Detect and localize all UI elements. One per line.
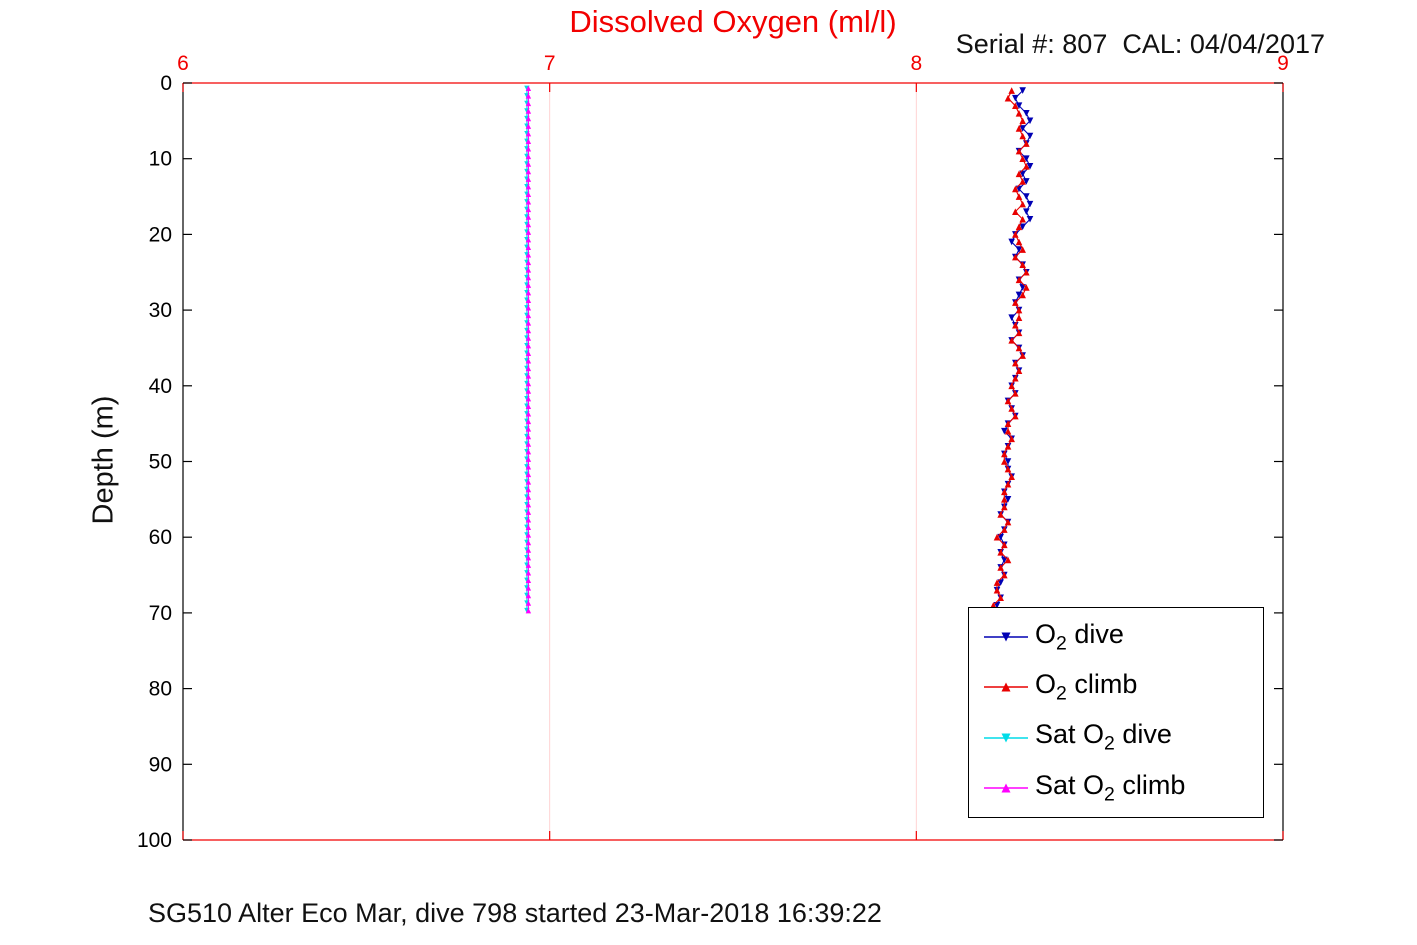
legend-label-o2-climb: O2 climb [1035, 669, 1137, 705]
svg-text:9: 9 [1277, 52, 1289, 75]
legend-marker-sat-o2-climb-icon [977, 777, 1035, 799]
svg-text:70: 70 [149, 602, 172, 625]
svg-text:8: 8 [910, 52, 922, 75]
legend-marker-o2-climb-icon [977, 676, 1035, 698]
chart-title: Dissolved Oxygen (ml/l) [569, 4, 897, 39]
legend-item-o2-climb: O2 climb [969, 662, 1263, 712]
svg-text:40: 40 [149, 375, 172, 398]
legend-label-text: O [1035, 618, 1057, 649]
legend-label-o2-dive: O2 dive [1035, 619, 1124, 655]
legend-label-text: Sat O [1035, 769, 1105, 800]
legend-marker-sat-o2-dive-icon [977, 727, 1035, 749]
legend-item-sat-o2-climb: Sat O2 climb [969, 763, 1263, 813]
legend-item-o2-dive: O2 dive [969, 612, 1263, 662]
legend-label-sub: 2 [1056, 682, 1067, 705]
legend-label-text: dive [1066, 618, 1124, 649]
serial-cal-annotation: Serial #: 807 CAL: 04/04/2017 [955, 29, 1325, 59]
svg-text:50: 50 [149, 451, 172, 474]
legend-label-text: O [1035, 669, 1057, 700]
legend-label-sub: 2 [1104, 783, 1115, 806]
svg-text:60: 60 [149, 526, 172, 549]
svg-text:10: 10 [149, 148, 172, 171]
dive-info-annotation: SG510 Alter Eco Mar, dive 798 started 23… [148, 898, 882, 928]
svg-text:30: 30 [149, 299, 172, 322]
legend-marker-o2-dive-icon [977, 626, 1035, 648]
svg-text:7: 7 [544, 52, 556, 75]
legend-label-text: climb [1066, 669, 1138, 700]
legend-label-sub: 2 [1056, 632, 1067, 655]
y-axis-label: Depth (m) [87, 395, 120, 525]
svg-text:80: 80 [149, 678, 172, 701]
legend-label-sub: 2 [1104, 732, 1115, 755]
svg-text:20: 20 [149, 223, 172, 246]
svg-text:90: 90 [149, 753, 172, 776]
legend-label-sat-o2-dive: Sat O2 dive [1035, 719, 1172, 755]
svg-text:6: 6 [177, 52, 189, 75]
legend-label-sat-o2-climb: Sat O2 climb [1035, 770, 1185, 806]
svg-text:0: 0 [160, 72, 172, 95]
legend-label-text: Sat O [1035, 719, 1105, 750]
chart-legend: O2 dive O2 climb Sat O2 dive Sat O2 clim… [968, 607, 1264, 818]
svg-text:100: 100 [137, 829, 172, 852]
legend-item-sat-o2-dive: Sat O2 dive [969, 713, 1263, 763]
legend-label-text: climb [1114, 769, 1186, 800]
legend-label-text: dive [1114, 719, 1172, 750]
